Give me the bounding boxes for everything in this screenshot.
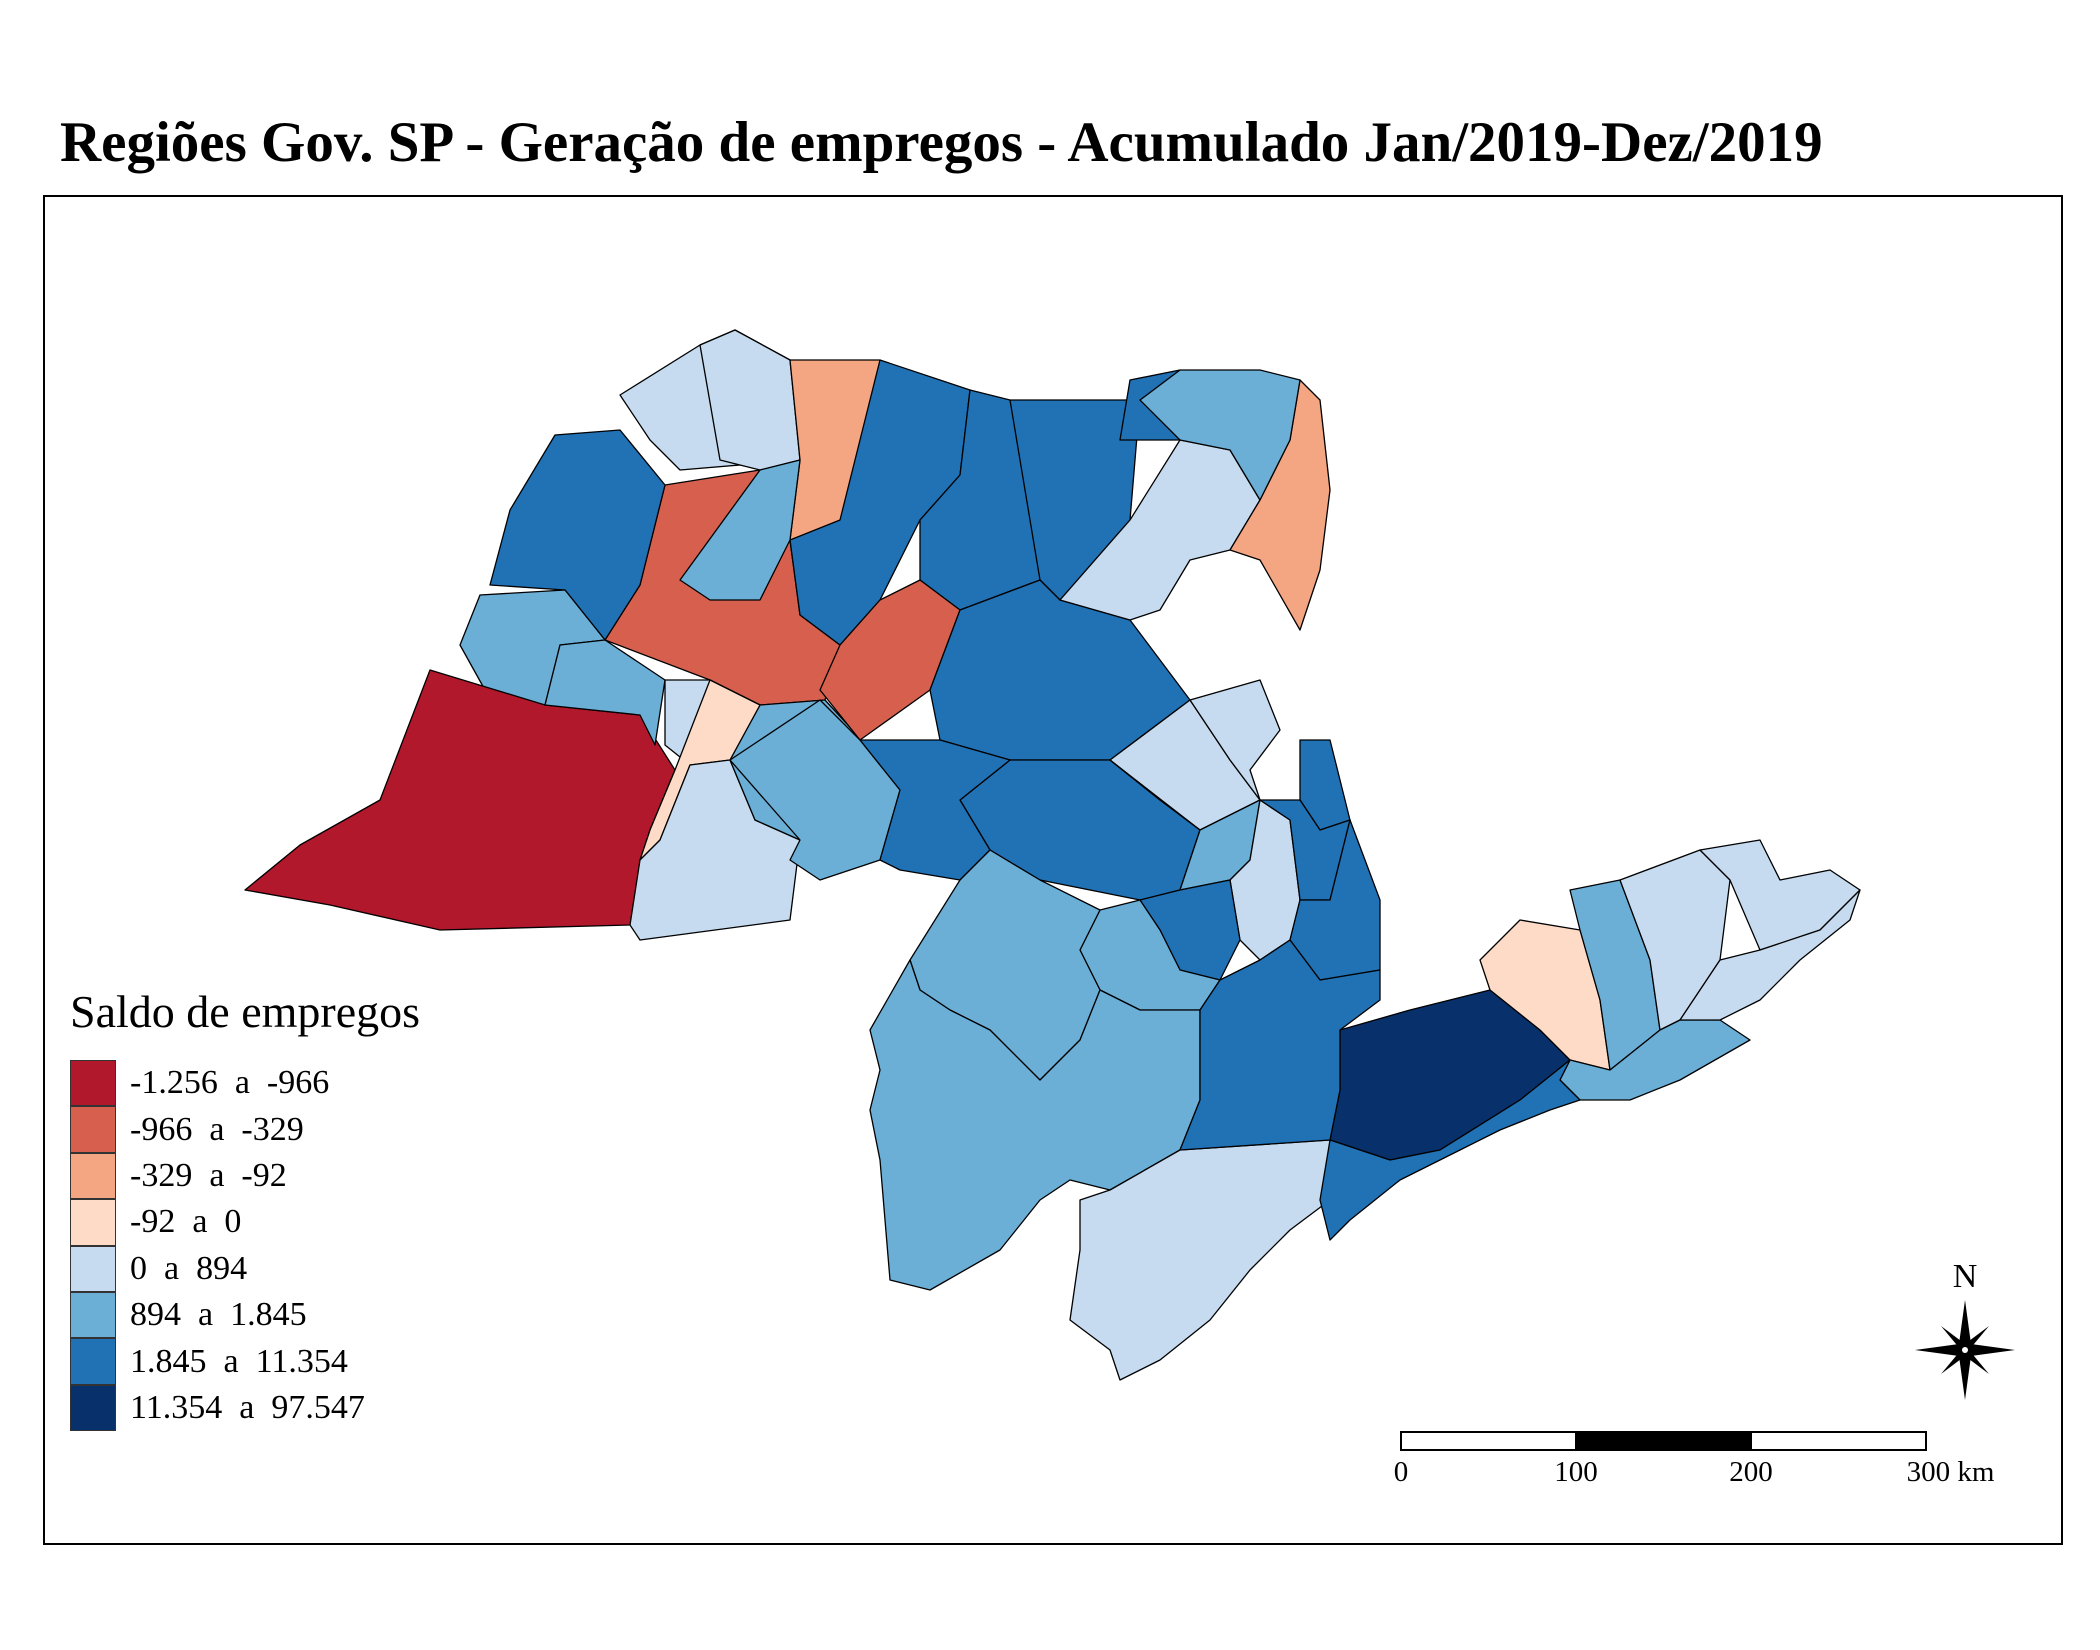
region-r44 <box>1179 939 1381 1151</box>
legend-swatch <box>70 1384 116 1432</box>
scale-bar-segment-3 <box>1750 1431 1927 1451</box>
legend-label: -1.256 a -966 <box>130 1064 330 1102</box>
legend-swatch <box>70 1106 116 1153</box>
legend-item: 0 a 894 <box>70 1245 420 1292</box>
scale-label-300: 300 km <box>1906 1456 1995 1488</box>
legend-label: -329 a -92 <box>130 1156 287 1194</box>
region-r45 <box>1679 889 1861 1021</box>
north-arrow: N <box>1905 1258 2025 1408</box>
region-r26 <box>859 739 1011 881</box>
scale-bar-segment-1 <box>1400 1431 1577 1451</box>
legend-item: 1.845 a 11.354 <box>70 1338 420 1385</box>
map-frame <box>43 195 2063 1545</box>
region-r46 <box>1319 1059 1581 1241</box>
legend-title: Saldo de empregos <box>70 986 421 1037</box>
legend-item: -92 a 0 <box>70 1199 420 1246</box>
legend-swatch <box>70 1245 116 1292</box>
legend: Saldo de empregos -1.256 a -966 -966 a -3… <box>70 985 421 1432</box>
legend-rows: -1.256 a -966 -966 a -329 -329 a -92 -92 a … <box>70 1060 420 1432</box>
legend-swatch <box>70 1291 116 1339</box>
scale-bar-segment-2 <box>1575 1431 1752 1451</box>
legend-swatch <box>70 1152 116 1200</box>
legend-swatch <box>70 1199 116 1246</box>
legend-item: -1.256 a -966 <box>70 1060 420 1107</box>
scale-label-100: 100 <box>1554 1456 1598 1488</box>
region-r23 <box>1139 369 1301 501</box>
scale-label-200: 200 <box>1729 1456 1773 1488</box>
north-label: N <box>1952 1258 1978 1295</box>
scale-bar-graphic <box>1400 1431 1927 1451</box>
legend-item: 894 a 1.845 <box>70 1291 420 1339</box>
map-title: Regiões Gov. SP - Geração de empregos - … <box>60 111 1823 174</box>
legend-label: 0 a 894 <box>130 1249 248 1287</box>
legend-item: -329 a -92 <box>70 1152 420 1200</box>
legend-swatch <box>70 1060 116 1107</box>
legend-label: 11.354 a 97.547 <box>130 1388 365 1426</box>
region-r27 <box>1189 679 1281 801</box>
legend-item: 11.354 a 97.547 <box>70 1384 420 1432</box>
scale-label-0: 0 <box>1393 1456 1409 1488</box>
legend-label: 1.845 a 11.354 <box>130 1342 348 1380</box>
compass-rose-icon <box>1915 1300 2015 1400</box>
legend-item: -966 a -329 <box>70 1106 420 1153</box>
legend-label: 894 a 1.845 <box>130 1296 307 1334</box>
legend-swatch <box>70 1338 116 1385</box>
legend-label: -966 a -329 <box>130 1110 304 1148</box>
region-r4 <box>489 429 666 641</box>
region-r10 <box>679 459 801 601</box>
legend-label: -92 a 0 <box>130 1203 242 1241</box>
